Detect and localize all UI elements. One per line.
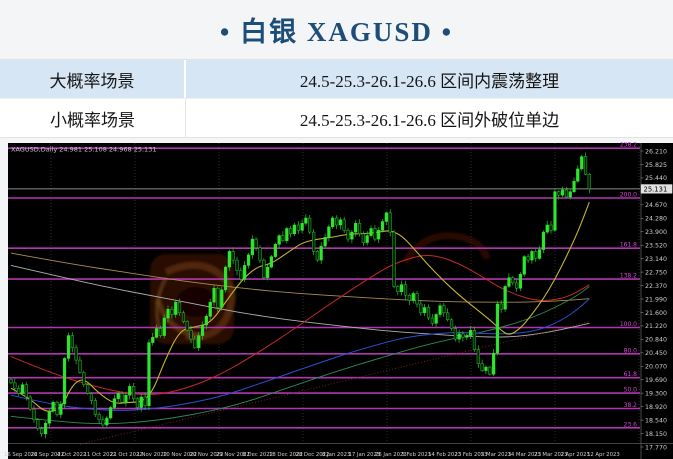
svg-text:23 Mar 2023: 23 Mar 2023 (534, 452, 568, 458)
svg-text:50.0: 50.0 (624, 387, 638, 394)
svg-text:200.0: 200.0 (620, 192, 637, 199)
scenario-label-low-probability: 小概率场景 (0, 99, 186, 137)
svg-text:61.8: 61.8 (624, 371, 638, 378)
svg-text:25.825: 25.825 (645, 162, 667, 169)
svg-text:23.140: 23.140 (645, 256, 667, 263)
page-title: • 白银 XAGUSD • (219, 17, 454, 47)
svg-text:14 Feb 2023: 14 Feb 2023 (428, 452, 461, 458)
svg-text:17 Jan 2023: 17 Jan 2023 (349, 452, 381, 458)
ma-red (10, 255, 590, 396)
svg-text:22.750: 22.750 (645, 269, 667, 276)
table-row: 大概率场景 24.5-25.3-26.1-26.6 区间内震荡整理 (0, 60, 673, 98)
svg-text:24.670: 24.670 (645, 202, 667, 209)
svg-text:17.770: 17.770 (645, 444, 667, 451)
svg-text:1 Nov 2022: 1 Nov 2022 (137, 452, 168, 458)
svg-text:161.8: 161.8 (620, 242, 637, 249)
svg-text:20.840: 20.840 (645, 337, 667, 344)
chart-canvas: 238.2 200.0 161.8 138.2 100.0 80.0 61.8 50.0 38.… (4, 142, 673, 459)
svg-text:10 Nov 2022: 10 Nov 2022 (163, 452, 197, 458)
svg-text:25.440: 25.440 (645, 175, 667, 182)
svg-text:24.280: 24.280 (645, 216, 667, 223)
svg-text:8 Dec 2022: 8 Dec 2022 (243, 452, 273, 458)
svg-text:28 Dec 2022: 28 Dec 2022 (296, 452, 330, 458)
svg-text:2 Apr 2023: 2 Apr 2023 (561, 452, 590, 458)
svg-text:21.990: 21.990 (645, 296, 667, 303)
svg-text:20 Nov 2022: 20 Nov 2022 (190, 452, 224, 458)
svg-text:18 Dec 2022: 18 Dec 2022 (269, 452, 303, 458)
table-row: 小概率场景 24.5-25.3-26.1-26.6 区间外破位单边 (0, 98, 673, 137)
svg-text:138.2: 138.2 (620, 273, 637, 280)
svg-text:22.370: 22.370 (645, 283, 667, 290)
svg-text:100.0: 100.0 (620, 321, 637, 328)
svg-text:5 Mar 2023: 5 Mar 2023 (481, 452, 511, 458)
ma-yellow-fast (10, 202, 590, 412)
svg-text:26 Jan 2023: 26 Jan 2023 (375, 452, 407, 458)
svg-text:23 Feb 2023: 23 Feb 2023 (455, 452, 488, 458)
svg-text:80.0: 80.0 (624, 347, 638, 354)
svg-text:19.690: 19.690 (645, 377, 667, 384)
ma-gray (10, 264, 590, 338)
candlestick-chart: 238.2 200.0 161.8 138.2 100.0 80.0 61.8 50.0 38.… (0, 136, 673, 459)
scenario-value-high-probability: 24.5-25.3-26.1-26.6 区间内震荡整理 (299, 71, 560, 91)
scenario-value-low-probability: 24.5-25.3-26.1-26.6 区间外破位单边 (299, 110, 560, 130)
svg-text:5 Feb 2023: 5 Feb 2023 (402, 452, 432, 458)
svg-text:21.220: 21.220 (645, 323, 667, 330)
svg-text:18.540: 18.540 (645, 417, 667, 424)
svg-text:26.210: 26.210 (645, 148, 667, 155)
svg-text:38.2: 38.2 (624, 402, 638, 409)
svg-text:11 Oct 2022: 11 Oct 2022 (84, 452, 117, 458)
svg-text:29 Nov 2022: 29 Nov 2022 (216, 452, 250, 458)
price-axis: 26.21025.82525.44025.05524.67024.28023.9… (640, 148, 667, 451)
svg-text:18.920: 18.920 (645, 404, 667, 411)
fib-lines: 238.2 200.0 161.8 138.2 100.0 80.0 61.8 50.0 38.… (8, 142, 640, 429)
svg-text:XAGUSD,Daily 24.981 25.108 24.: XAGUSD,Daily 24.981 25.108 24.968 25.131 (11, 146, 156, 154)
svg-text:12 Apr 2023: 12 Apr 2023 (587, 452, 620, 458)
svg-text:8 Jan 2023: 8 Jan 2023 (322, 452, 350, 458)
svg-text:14 Mar 2023: 14 Mar 2023 (508, 452, 542, 458)
svg-text:16 Sep 2022: 16 Sep 2022 (4, 452, 38, 458)
chart-title: XAGUSD,Daily 24.981 25.108 24.968 25.131 (11, 146, 156, 154)
axis-frame (8, 143, 673, 459)
scenario-table: 大概率场景 24.5-25.3-26.1-26.6 区间内震荡整理 小概率场景 … (0, 59, 673, 138)
svg-text:21.600: 21.600 (645, 310, 667, 317)
ma-green (10, 286, 590, 425)
svg-text:4 Oct 2022: 4 Oct 2022 (57, 452, 86, 458)
svg-text:18.150: 18.150 (645, 431, 667, 438)
svg-text:238.2: 238.2 (620, 142, 637, 149)
svg-text:25.131: 25.131 (644, 186, 668, 194)
svg-text:26 Sep 2022: 26 Sep 2022 (31, 452, 65, 458)
scenario-label-high-probability: 大概率场景 (0, 60, 186, 98)
candles (9, 152, 591, 439)
svg-text:20.450: 20.450 (645, 350, 667, 357)
svg-text:19.300: 19.300 (645, 391, 667, 398)
svg-text:23.520: 23.520 (645, 243, 667, 250)
ma-tan-slow (10, 252, 590, 303)
svg-text:20.070: 20.070 (645, 364, 667, 371)
svg-text:23.6: 23.6 (624, 421, 638, 428)
current-price-box: 25.131 (640, 184, 673, 194)
page-header: • 白银 XAGUSD • (0, 0, 673, 59)
svg-text:21 Oct 2022: 21 Oct 2022 (110, 452, 143, 458)
svg-text:23.900: 23.900 (645, 229, 667, 236)
